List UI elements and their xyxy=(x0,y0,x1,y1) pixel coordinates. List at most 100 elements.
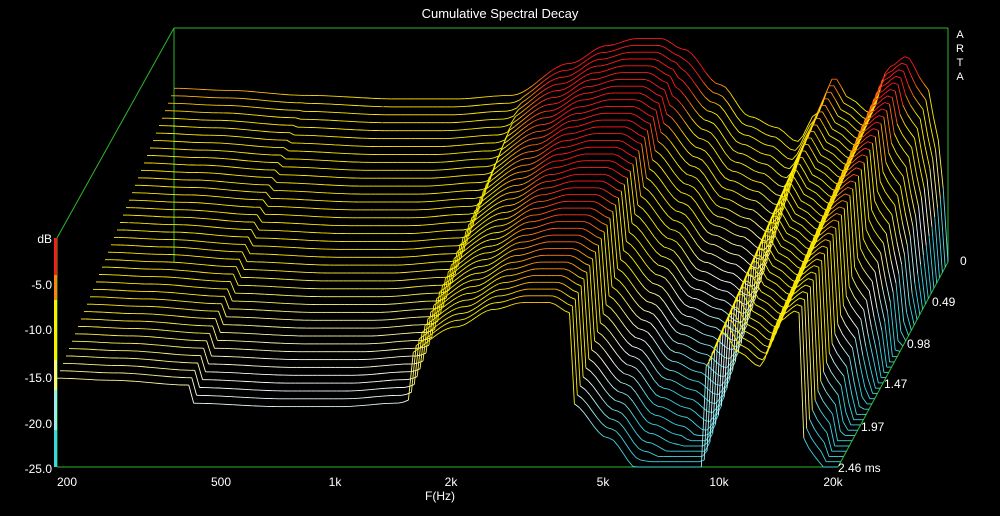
decay-slice-segment xyxy=(823,191,830,197)
decay-slice-segment xyxy=(718,195,725,199)
decay-slice-segment xyxy=(632,346,638,349)
decay-slice-segment xyxy=(602,313,609,318)
decay-slice-segment xyxy=(581,129,587,132)
decay-slice-segment xyxy=(668,309,675,318)
decay-slice-segment xyxy=(900,330,907,342)
decay-slice-segment xyxy=(760,291,767,295)
decay-slice-segment xyxy=(605,199,612,204)
decay-slice-segment xyxy=(829,193,836,211)
decay-slice-segment xyxy=(489,157,495,160)
decay-slice-segment xyxy=(862,267,868,276)
decay-slice-segment xyxy=(493,155,500,159)
decay-slice-segment xyxy=(665,257,672,261)
decay-slice-segment xyxy=(708,262,714,266)
decay-slice-segment xyxy=(760,230,767,281)
decay-slice-segment xyxy=(265,92,271,94)
decay-slice-segment xyxy=(543,104,549,107)
decay-slice-segment xyxy=(852,125,858,131)
decay-slice-segment xyxy=(550,221,556,224)
decay-slice-segment xyxy=(548,130,554,135)
decay-slice-segment xyxy=(684,238,690,247)
decay-slice-segment xyxy=(855,182,861,249)
decay-slice-segment xyxy=(703,333,709,337)
decay-slice-segment xyxy=(656,251,662,257)
decay-slice-segment xyxy=(856,132,862,139)
decay-slice-segment xyxy=(908,302,915,326)
decay-slice-segment xyxy=(810,205,816,212)
decay-slice-segment xyxy=(765,242,771,251)
decay-slice-segment xyxy=(743,269,750,335)
decay-slice-segment xyxy=(759,172,765,175)
decay-slice-segment xyxy=(836,177,843,185)
decay-slice-segment xyxy=(674,173,680,180)
decay-slice-segment xyxy=(468,212,474,215)
decay-slice-segment xyxy=(655,67,661,72)
decay-slice-segment xyxy=(674,230,680,234)
decay-slice-segment xyxy=(564,157,570,161)
decay-slice-segment xyxy=(535,143,541,146)
decay-slice-segment xyxy=(763,143,769,146)
decay-slice-segment xyxy=(797,135,804,142)
decay-slice-segment xyxy=(576,73,582,78)
decay-slice-segment xyxy=(677,282,683,290)
decay-slice-segment xyxy=(846,138,852,144)
decay-slice-segment xyxy=(846,96,852,100)
decay-slice-segment xyxy=(474,207,480,212)
decay-slice-segment xyxy=(820,197,827,203)
decay-slice-segment xyxy=(743,134,749,137)
decay-slice-segment xyxy=(678,256,684,265)
decay-slice-segment xyxy=(663,246,670,249)
decay-slice-segment xyxy=(639,134,645,138)
decay-slice-segment xyxy=(597,71,603,74)
decay-slice-segment xyxy=(729,231,735,235)
decay-slice-segment xyxy=(511,129,517,134)
decay-slice-segment xyxy=(678,201,684,204)
decay-slice-segment xyxy=(619,345,626,352)
decay-slice-segment xyxy=(616,289,622,297)
decay-slice-segment xyxy=(685,387,692,391)
decay-slice-segment xyxy=(568,139,574,141)
decay-slice-segment xyxy=(653,100,660,104)
decay-slice-segment xyxy=(663,63,669,68)
decay-slice-segment xyxy=(839,193,846,198)
decay-slice-segment xyxy=(625,168,631,172)
decay-slice-segment xyxy=(737,225,743,228)
decay-slice-segment xyxy=(729,92,736,101)
decay-slice-segment xyxy=(857,257,863,269)
decay-slice-segment xyxy=(550,191,556,195)
decay-slice-segment xyxy=(731,243,737,246)
decay-slice-segment xyxy=(709,243,715,246)
decay-slice-segment xyxy=(564,75,570,78)
decay-slice-segment xyxy=(843,160,850,178)
decay-slice-segment xyxy=(574,125,580,128)
decay-slice-segment xyxy=(486,180,492,185)
decay-slice-segment xyxy=(693,328,699,332)
decay-slice-segment xyxy=(735,213,741,217)
decay-slice-segment xyxy=(710,78,717,84)
decay-slice-segment xyxy=(520,212,526,216)
decay-slice-segment xyxy=(695,84,701,92)
decay-slice-segment xyxy=(838,93,844,104)
decay-slice-segment xyxy=(886,110,892,144)
decay-slice-segment xyxy=(667,358,673,362)
decay-slice-segment xyxy=(547,167,553,170)
decay-slice-segment xyxy=(514,99,520,103)
decay-slice-segment xyxy=(700,148,706,152)
decay-slice-segment xyxy=(643,309,649,313)
decay-slice-segment xyxy=(542,229,548,232)
decay-slice-segment xyxy=(729,301,736,380)
decay-slice-segment xyxy=(837,115,843,120)
decay-slice-segment xyxy=(803,193,809,198)
decay-slice-segment xyxy=(626,135,633,140)
decay-slice-segment xyxy=(793,244,799,251)
decay-slice-segment xyxy=(912,121,918,129)
decay-slice-segment xyxy=(784,264,791,270)
decay-slice-segment xyxy=(803,236,810,242)
decay-slice-segment xyxy=(906,141,913,148)
decay-slice-segment xyxy=(802,125,809,137)
decay-slice-segment xyxy=(705,324,712,328)
decay-slice-segment xyxy=(812,232,819,250)
decay-slice-segment xyxy=(756,128,762,133)
decay-slice-segment xyxy=(852,108,859,114)
decay-slice-segment xyxy=(455,257,462,262)
